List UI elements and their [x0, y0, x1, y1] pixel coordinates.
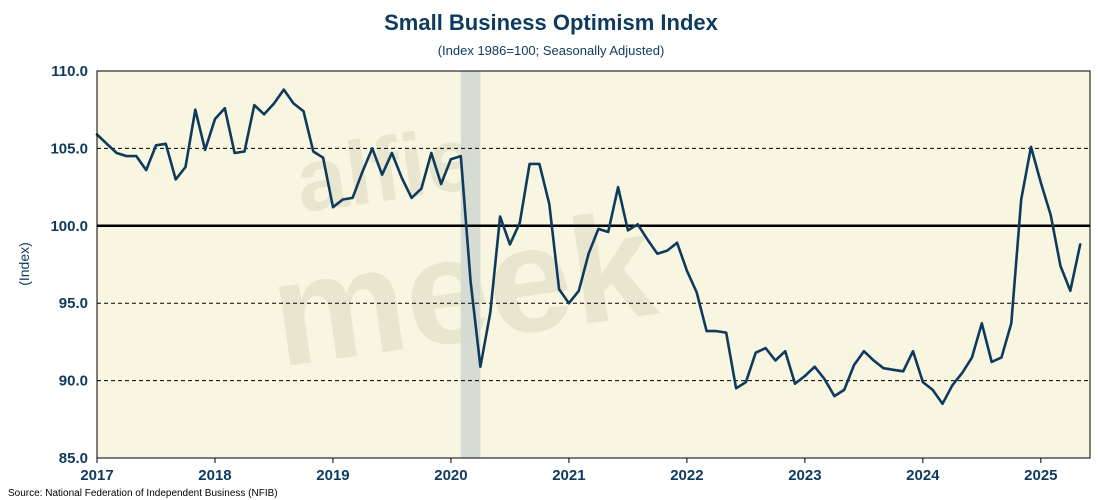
chart-subtitle: (Index 1986=100; Seasonally Adjusted) — [438, 43, 665, 58]
gridlines — [97, 147, 1090, 382]
x-tick-label: 2020 — [434, 467, 467, 484]
y-tick-label: 105.0 — [50, 140, 88, 157]
plot-area — [97, 71, 1090, 458]
y-tick-label: 85.0 — [59, 450, 88, 467]
x-tick-label: 2019 — [316, 467, 349, 484]
y-tick-label: 110.0 — [51, 63, 88, 80]
x-tick-label: 2018 — [198, 467, 231, 484]
y-tick-label: 95.0 — [59, 295, 88, 312]
y-tick-label: 90.0 — [59, 373, 88, 390]
x-tick-label: 2025 — [1024, 467, 1057, 484]
plot-frame — [96, 70, 1091, 459]
x-tick-label: 2021 — [552, 467, 585, 484]
y-axis-label: (Index) — [16, 242, 32, 286]
x-tick-label: 2022 — [670, 467, 703, 484]
x-tick-label: 2023 — [788, 467, 821, 484]
recession-band — [460, 71, 481, 458]
y-axis-ticks: 110.0 105.0 100.0 95.0 90.0 85.0 — [50, 63, 88, 467]
x-tick-label: 2024 — [906, 467, 940, 484]
x-tick-label: 2017 — [80, 467, 113, 484]
watermark-line-1: alfie — [290, 108, 482, 232]
source-note: Source: National Federation of Independe… — [8, 488, 278, 499]
series-line — [95, 88, 1082, 406]
y-tick-label: 100.0 — [50, 218, 88, 235]
x-axis-ticks: 2017 2018 2019 2020 2021 2022 2023 2024 2025 — [80, 458, 1058, 484]
chart-title: Small Business Optimism Index — [384, 10, 719, 35]
